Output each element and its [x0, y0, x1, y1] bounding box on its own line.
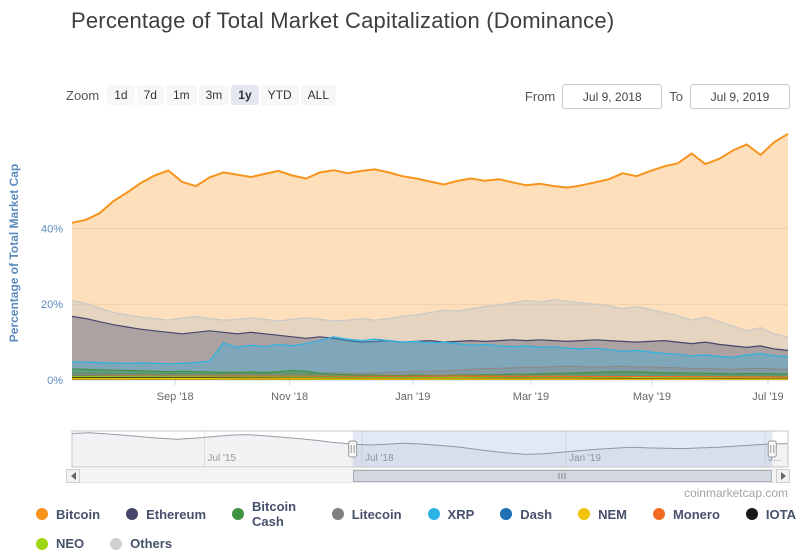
x-tick-label: May '19	[633, 391, 671, 403]
to-date-input[interactable]	[690, 84, 790, 109]
x-tick-label: Jul '19	[752, 391, 783, 403]
y-tick-label: 40%	[41, 223, 63, 235]
legend-marker-icon	[652, 508, 665, 520]
legend-item-monero[interactable]: Monero	[652, 506, 720, 522]
navigator-outline	[71, 430, 789, 468]
legend-item-neo[interactable]: NEO	[36, 536, 84, 550]
legend-item-label: NEM	[598, 506, 627, 522]
series-area-ethereum	[72, 316, 788, 380]
zoom-button-3m[interactable]: 3m	[198, 85, 230, 105]
legend-marker-icon	[427, 508, 440, 520]
navigator-selected-range[interactable]	[352, 431, 773, 467]
legend-item-label: Litecoin	[351, 506, 402, 522]
legend-row: NEO Others	[36, 536, 796, 550]
navigator-handle-right[interactable]	[767, 440, 777, 458]
x-tick-label: Sep '18	[157, 391, 194, 403]
legend-item-ethereum[interactable]: Ethereum	[126, 507, 206, 522]
zoom-button-1y[interactable]: 1y	[231, 85, 259, 105]
legend-item-label: NEO	[56, 536, 85, 550]
watermark: coinmarketcap.com	[683, 486, 788, 500]
navigator-handle-left[interactable]	[348, 440, 358, 458]
zoom-controls: Zoom 1d 7d 1m 3m 1y YTD ALL	[66, 85, 338, 105]
zoom-buttons: 1d 7d 1m 3m 1y YTD ALL	[107, 85, 338, 105]
legend-item-label: Bitcoin	[56, 506, 101, 522]
scrollbar-left-button[interactable]	[66, 469, 80, 483]
series-area-xrp	[72, 336, 788, 380]
to-label: To	[669, 89, 683, 104]
arrow-right-icon	[780, 472, 786, 480]
x-tick-label: Mar '19	[513, 391, 549, 403]
series-area-others	[72, 299, 788, 380]
legend-item-label: Monero	[672, 506, 720, 522]
legend-item-label: XRP	[447, 506, 475, 522]
series-line-bitcoin	[71, 132, 789, 224]
legend-marker-icon	[126, 508, 139, 520]
legend-item-litecoin[interactable]: Litecoin	[331, 506, 402, 522]
legend-item-label: Bitcoin Cash	[252, 499, 297, 529]
legend-marker-icon	[36, 537, 48, 550]
legend-marker-icon	[36, 508, 48, 520]
date-range-controls: From To	[525, 84, 790, 109]
legend-item-nem[interactable]: NEM	[578, 507, 627, 522]
legend-item-label: Dash	[520, 506, 553, 522]
y-tick-label: 20%	[41, 299, 63, 311]
arrow-left-icon	[70, 472, 76, 480]
navigator-tick-label: Jul '15	[207, 453, 236, 464]
legend-marker-icon	[331, 508, 344, 520]
scrollbar-grip-icon	[558, 473, 566, 479]
series-line-xrp	[71, 336, 789, 365]
scrollbar	[66, 469, 790, 483]
zoom-button-1m[interactable]: 1m	[165, 85, 197, 105]
scrollbar-right-button[interactable]	[776, 469, 790, 483]
x-tick-label: Jan '19	[395, 391, 430, 403]
navigator-tick-label: J...	[768, 453, 781, 464]
x-tick-label: Nov '18	[271, 391, 308, 403]
legend-item-bitcoin-cash[interactable]: Bitcoin Cash	[232, 499, 306, 529]
zoom-button-ytd[interactable]: YTD	[260, 85, 299, 105]
scrollbar-thumb[interactable]	[352, 470, 773, 482]
navigator[interactable]: Jul '15 Jul '18 Jan '19 J...	[0, 429, 800, 471]
page-title: Percentage of Total Market Capitalizatio…	[71, 8, 615, 33]
from-date-input[interactable]	[562, 84, 663, 109]
from-label: From	[524, 89, 556, 104]
legend-item-xrp[interactable]: XRP	[427, 506, 475, 522]
legend-item-others[interactable]: Others	[110, 536, 172, 550]
legend-item-label: IOTA	[765, 506, 796, 522]
legend: Bitcoin Ethereum Bitcoin Cash Litecoin XRP Da…	[36, 499, 796, 550]
series-line-neo	[71, 376, 789, 379]
series-line-litecoin	[71, 365, 789, 375]
navigator-tick-label: Jul '18	[365, 453, 394, 464]
scrollbar-track[interactable]	[80, 469, 776, 483]
series-line-monero	[71, 375, 789, 378]
legend-item-label: Ethereum	[146, 506, 207, 522]
y-tick-label: 0%	[47, 375, 63, 387]
legend-marker-icon	[110, 537, 123, 550]
legend-item-label: Others	[130, 536, 173, 550]
zoom-button-all[interactable]: ALL	[300, 85, 337, 105]
legend-item-bitcoin[interactable]: Bitcoin	[36, 507, 100, 522]
legend-marker-icon	[232, 508, 245, 520]
legend-marker-icon	[745, 508, 758, 520]
legend-item-dash[interactable]: Dash	[500, 507, 552, 522]
series-line-nem	[71, 377, 788, 380]
series-line-ethereum	[71, 315, 789, 352]
navigator-series-line	[71, 432, 789, 455]
navigator-series-area	[72, 432, 788, 467]
legend-marker-icon	[578, 508, 591, 520]
series-line-others	[71, 299, 789, 338]
legend-item-iota[interactable]: IOTA	[745, 506, 796, 522]
zoom-button-1d[interactable]: 1d	[107, 85, 135, 105]
legend-marker-icon	[500, 508, 513, 520]
legend-row: Bitcoin Ethereum Bitcoin Cash Litecoin XRP Da…	[36, 499, 796, 529]
navigator-tick-label: Jan '19	[569, 453, 601, 464]
zoom-button-7d[interactable]: 7d	[136, 85, 164, 105]
zoom-label: Zoom	[66, 87, 100, 103]
dominance-chart[interactable]: 0% 20% 40% Sep '18 Nov '18 Jan '19 Mar '19 May …	[0, 112, 800, 416]
